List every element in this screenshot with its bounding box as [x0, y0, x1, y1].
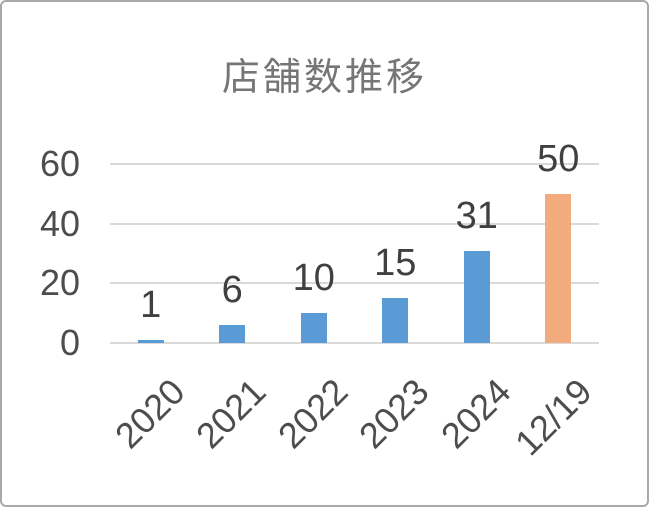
- bar-2023: [382, 298, 409, 343]
- bar-2024: [463, 251, 490, 343]
- data-label: 15: [374, 242, 417, 284]
- gridline: [110, 342, 599, 344]
- gridline: [110, 222, 599, 225]
- data-label: 10: [292, 257, 335, 299]
- x-axis-label: 2020: [106, 370, 193, 457]
- y-axis-tick-label: 40: [39, 202, 80, 244]
- bar-2021: [219, 325, 246, 343]
- x-axis-label: 12/19: [507, 370, 600, 464]
- y-axis-tick-label: 60: [39, 143, 80, 184]
- x-axis-label: 2024: [432, 370, 519, 457]
- x-axis-label: 2022: [269, 370, 356, 457]
- gridline: [110, 282, 599, 285]
- y-axis-tick-label: 0: [59, 322, 80, 363]
- data-label: 1: [140, 284, 162, 326]
- chart-title: 店舗数推移: [221, 57, 427, 99]
- x-axis-label: 2021: [188, 370, 274, 457]
- data-label: 6: [221, 269, 243, 311]
- data-label: 50: [537, 138, 580, 180]
- bar-2022: [300, 313, 327, 343]
- bar-2020: [137, 340, 164, 343]
- gridline: [110, 163, 599, 165]
- bar-12/19: [545, 194, 572, 343]
- data-label: 31: [455, 195, 498, 237]
- y-axis-tick-label: 20: [39, 262, 80, 304]
- x-axis-label: 2023: [351, 370, 437, 457]
